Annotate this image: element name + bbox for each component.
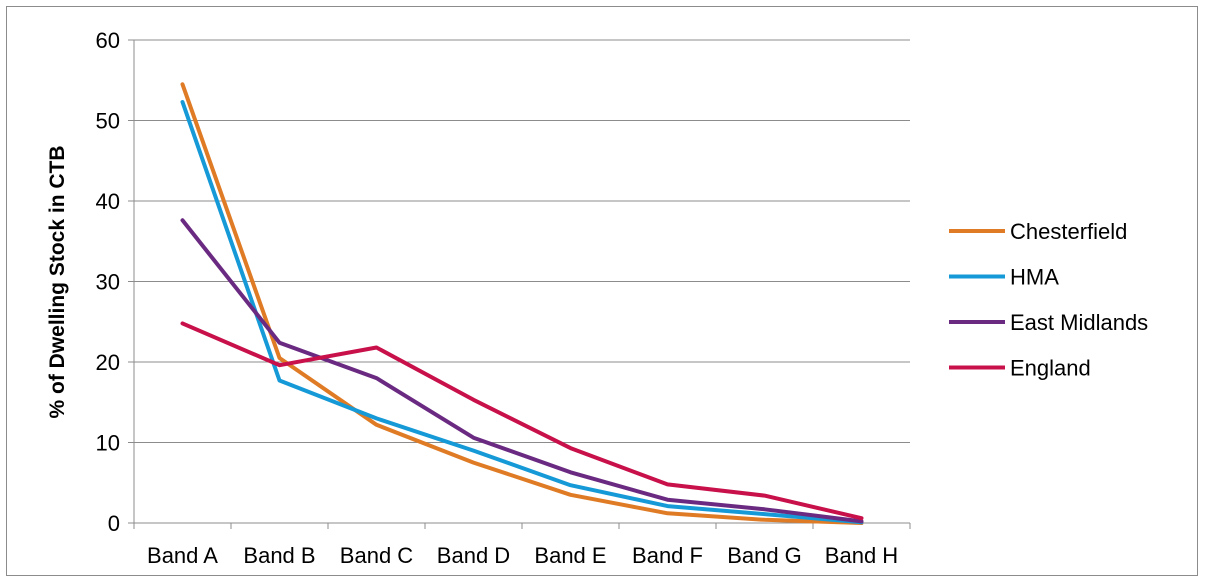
axes: [128, 39, 911, 529]
y-tick-label-10: 10: [96, 431, 120, 456]
x-axis-tick-labels: Band A Band B Band C Band D Band E Band F Band…: [147, 543, 898, 568]
gridlines: [134, 39, 910, 443]
legend: Chesterfield HMA East Midlands England: [949, 219, 1148, 381]
x-tick-label-band-a: Band A: [147, 543, 218, 568]
y-axis-title: % of Dwelling Stock in CTB: [46, 145, 69, 418]
y-tick-label-50: 50: [96, 109, 120, 134]
x-tick-label-band-f: Band F: [632, 543, 703, 568]
series-line-hma: [180, 100, 864, 525]
y-axis-tick-labels: 0 10 20 30 40 50 60: [96, 28, 120, 536]
series-line-chesterfield: [180, 82, 864, 525]
legend-label-east-midlands: East Midlands: [1010, 310, 1148, 335]
y-tick-label-0: 0: [108, 511, 120, 536]
x-tick-label-band-c: Band C: [340, 543, 413, 568]
x-tick-label-band-d: Band D: [437, 543, 510, 568]
legend-label-england: England: [1010, 356, 1091, 381]
x-tick-label-band-b: Band B: [243, 543, 315, 568]
x-tick-label-band-e: Band E: [534, 543, 606, 568]
x-tick-label-band-h: Band H: [825, 543, 898, 568]
y-tick-label-20: 20: [96, 350, 120, 375]
series-lines: [180, 82, 864, 525]
legend-label-hma: HMA: [1010, 265, 1059, 290]
x-tick-label-band-g: Band G: [727, 543, 802, 568]
series-line-england: [180, 321, 864, 521]
series-line-east-midlands: [180, 218, 864, 524]
y-tick-label-30: 30: [96, 270, 120, 295]
y-tick-label-40: 40: [96, 189, 120, 214]
y-tick-label-60: 60: [96, 28, 120, 53]
legend-label-chesterfield: Chesterfield: [1010, 219, 1127, 244]
